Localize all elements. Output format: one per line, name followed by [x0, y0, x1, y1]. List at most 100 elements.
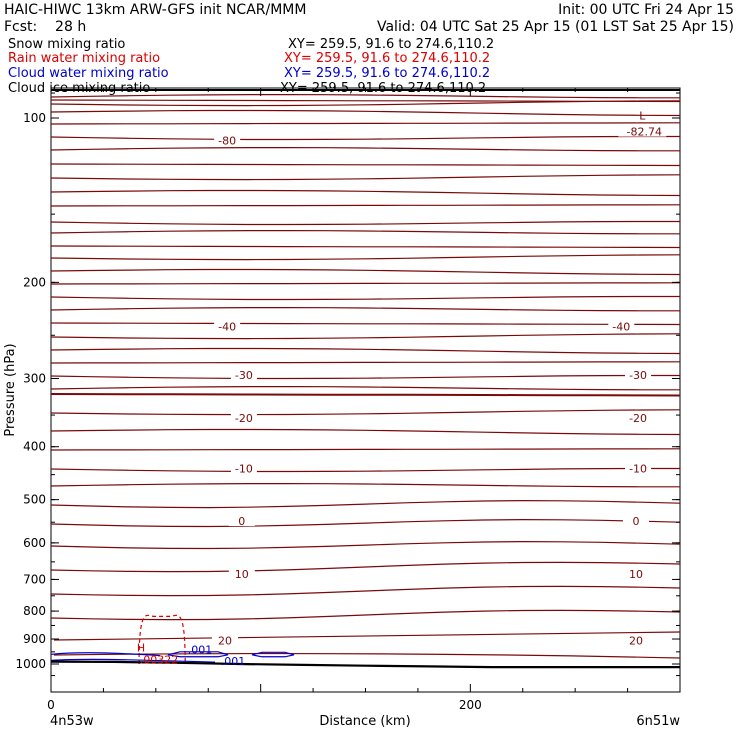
isotherm-line [50, 540, 681, 550]
field-cloudwater-name: Cloud water mixing ratio [8, 66, 169, 81]
isotherm-line [50, 295, 680, 301]
isotherm-line [50, 609, 681, 621]
y-tick-label: 500 [23, 493, 46, 507]
isotherm-line [50, 122, 681, 125]
isotherm-line [50, 163, 681, 167]
isotherm-line [50, 204, 681, 207]
isotherm-line [50, 333, 681, 340]
isotherm-line [50, 561, 681, 573]
isotherm-line [50, 393, 681, 397]
contour-labels: -80 -40 -40 -30 -30 -20 -20 -10 -10 0 0 10 10 20 20 L -8… [137, 110, 667, 668]
y-tick-label: 100 [23, 111, 46, 125]
isotherm-line [50, 147, 680, 152]
isotherm-label: -20 [629, 412, 647, 425]
isotherm-label: -80 [218, 135, 236, 148]
isotherm-line [50, 467, 680, 473]
valid-time: Valid: 04 UTC Sat 25 Apr 15 (01 LST Sat … [377, 19, 734, 35]
rain-water-contour [138, 614, 186, 665]
isotherm-line [50, 94, 680, 99]
isotherm-line [50, 585, 681, 597]
isotherm-label: -30 [629, 369, 647, 382]
init-time: Init: 00 UTC Fri 24 Apr 15 [558, 2, 734, 18]
isotherm-line [50, 347, 681, 355]
isotherm-line [50, 409, 681, 416]
y-tick-label: 700 [23, 572, 46, 586]
isotherm-line [50, 361, 681, 364]
terrain-line [50, 660, 680, 669]
cloud-water-contour [251, 651, 295, 658]
isotherm-line [50, 268, 681, 276]
rain-max-marker: H [137, 642, 145, 655]
cloud-water-label: .001 [221, 655, 246, 668]
isotherm-line [50, 448, 681, 451]
isotherm-line [50, 499, 681, 509]
minimum-value-label: -82.74 [627, 126, 662, 139]
label-mask [214, 320, 241, 332]
y-tick-label: 800 [23, 604, 46, 618]
x-axis-title: Distance (km) [319, 714, 410, 729]
isotherm-line [50, 483, 680, 488]
label-mask [618, 125, 667, 137]
y-tick-label: 900 [23, 632, 46, 646]
label-mask [622, 515, 649, 527]
isotherm-label: 10 [235, 568, 249, 581]
label-mask [622, 568, 649, 580]
isotherm-line [50, 374, 680, 380]
x-tick-label: 0 [47, 698, 55, 712]
label-mask [625, 368, 652, 380]
isotherm-line [50, 230, 680, 235]
forecast-hour: Fcst: 28 h [4, 19, 86, 35]
rain-max-value-label: .00322 [140, 654, 179, 667]
field-cloudwater-xy: XY= 259.5, 91.6 to 274.6,110.2 [284, 66, 490, 81]
label-mask [622, 634, 649, 646]
isotherm-line [50, 245, 681, 249]
y-tick-label: 600 [23, 536, 46, 550]
y-axis-title: Pressure (hPa) [3, 343, 18, 436]
label-mask [625, 462, 652, 474]
isotherm-line [50, 322, 681, 326]
isotherm-label: -10 [629, 462, 647, 475]
label-mask [228, 515, 255, 527]
temperature-contours [50, 94, 681, 659]
isotherm-line [50, 282, 681, 285]
isotherm-label: -40 [218, 321, 236, 334]
isotherm-label: -20 [235, 412, 253, 425]
x-tick-label: 200 [459, 698, 482, 712]
label-mask [230, 411, 257, 423]
isotherm-line [50, 135, 680, 141]
isotherm-line [50, 174, 681, 181]
y-tick-label: 400 [23, 440, 46, 454]
minimum-marker: L [639, 110, 646, 123]
label-mask [228, 568, 255, 580]
label-mask [608, 320, 635, 332]
x-left-location: 4n53w [50, 714, 94, 729]
isotherm-line [50, 386, 680, 391]
isotherm-line [50, 100, 681, 107]
label-mask [214, 134, 241, 146]
y-tick-label: 1000 [15, 657, 46, 671]
label-mask [212, 634, 239, 646]
isotherm-line [50, 220, 680, 226]
label-mask [625, 411, 652, 423]
label-mask [230, 462, 257, 474]
isotherm-label: 0 [632, 515, 639, 528]
field-rain-name: Rain water mixing ratio [8, 51, 160, 66]
field-snow-name: Snow mixing ratio [8, 37, 125, 52]
isotherm-label: -40 [612, 321, 630, 334]
field-rain-xy: XY= 259.5, 91.6 to 274.6,110.2 [284, 51, 490, 66]
isotherm-label: 20 [629, 634, 643, 647]
y-tick-label: 200 [23, 275, 46, 289]
isotherm-line [50, 307, 680, 312]
isotherm-label: 0 [238, 515, 245, 528]
label-mask [230, 368, 257, 380]
model-title: HAIC-HIWC 13km ARW-GFS init NCAR/MMM [4, 2, 306, 18]
y-tick-label: 300 [23, 372, 46, 386]
isotherm-label: -30 [235, 369, 253, 382]
isotherm-line [50, 518, 681, 528]
isotherm-label: -10 [235, 462, 253, 475]
microphysics-contours [50, 614, 295, 665]
field-snow-xy: XY= 259.5, 91.6 to 274.6,110.2 [288, 37, 494, 52]
x-right-location: 6n51w [636, 714, 680, 729]
cloud-water-contour [167, 651, 229, 658]
